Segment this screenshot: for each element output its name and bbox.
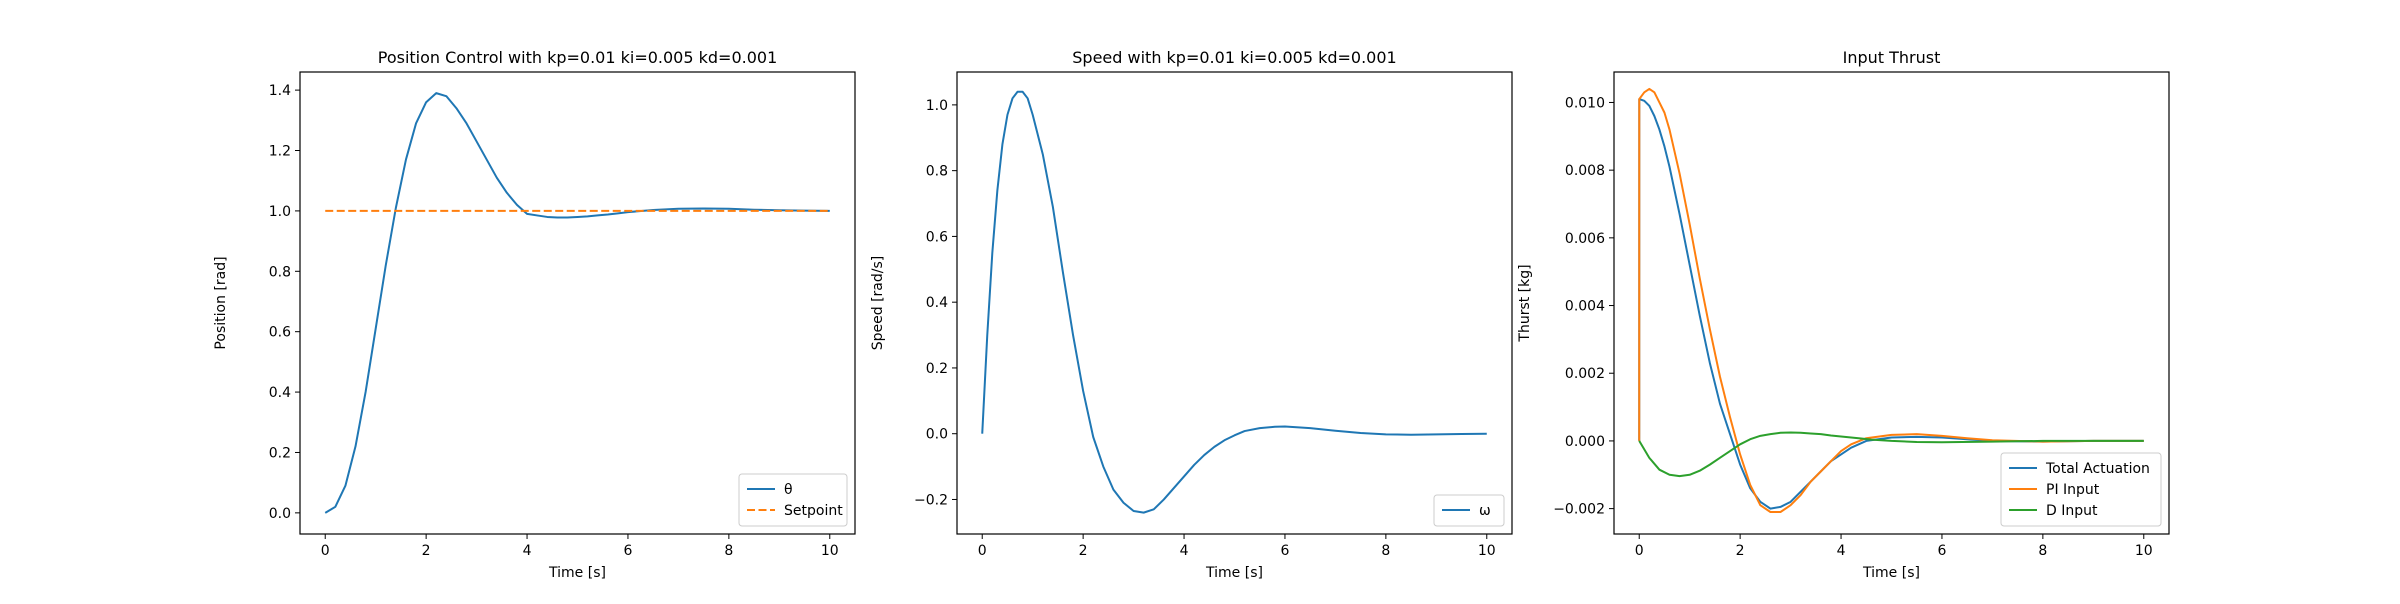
- x-tick-label: 2: [422, 543, 431, 559]
- chart-1: Position Control with kp=0.01 ki=0.005 k…: [213, 48, 856, 581]
- y-tick-label: 0.8: [926, 164, 948, 180]
- y-axis-label: Speed [rad/s]: [870, 256, 886, 351]
- x-tick-label: 8: [1381, 543, 1390, 559]
- x-tick-label: 10: [1478, 543, 1496, 559]
- y-tick-label: 0.6: [269, 325, 291, 341]
- x-axis-label: Time [s]: [1205, 565, 1263, 581]
- legend-label-2: Setpoint: [784, 503, 843, 519]
- chart-title: Position Control with kp=0.01 ki=0.005 k…: [378, 48, 778, 67]
- legend-label-1: ω: [1479, 503, 1491, 519]
- x-tick-label: 8: [724, 543, 733, 559]
- y-tick-label: 0.2: [926, 361, 948, 377]
- y-tick-label: 0.0: [269, 506, 291, 522]
- y-tick-label: 0.0: [926, 427, 948, 443]
- chart-title: Input Thrust: [1843, 48, 1941, 67]
- x-tick-label: 8: [2038, 543, 2047, 559]
- x-tick-label: 4: [1837, 543, 1846, 559]
- y-tick-label: 0.8: [269, 264, 291, 280]
- y-tick-label: 0.4: [926, 295, 948, 311]
- chart-3: Input Thrust 0 2 4 6 8 10 −0.002 0.000 0.002 0.004…: [1517, 48, 2170, 581]
- series-line-1: [981, 90, 1487, 514]
- x-tick-label: 6: [1937, 543, 1946, 559]
- x-tick-label: 4: [1180, 543, 1189, 559]
- y-tick-label: −0.2: [914, 492, 948, 508]
- y-tick-label: 0.6: [926, 229, 948, 245]
- y-tick-label: 0.006: [1565, 231, 1605, 247]
- y-tick-label: 1.2: [269, 144, 291, 160]
- legend: θ Setpoint: [738, 473, 848, 527]
- y-tick-label: 0.2: [269, 445, 291, 461]
- series-line-2: [1638, 87, 2144, 513]
- series-line-1: [324, 92, 830, 514]
- x-tick-label: 0: [1635, 543, 1644, 559]
- x-axis-label: Time [s]: [548, 565, 606, 581]
- x-tick-label: 6: [1280, 543, 1289, 559]
- series-line-1: [1638, 98, 2144, 510]
- y-tick-label: −0.002: [1553, 502, 1605, 518]
- series-group: [1638, 87, 2144, 513]
- y-tick-label: 0.010: [1565, 95, 1605, 111]
- legend-box: [738, 473, 848, 527]
- y-tick-label: 0.4: [269, 385, 291, 401]
- x-tick-label: 2: [1736, 543, 1745, 559]
- y-tick-label: 0.002: [1565, 366, 1605, 382]
- legend-box: [2000, 452, 2162, 527]
- y-tick-label: 1.0: [269, 204, 291, 220]
- chart-title: Speed with kp=0.01 ki=0.005 kd=0.001: [1072, 48, 1396, 67]
- y-tick-label: 0.004: [1565, 299, 1605, 315]
- x-tick-label: 10: [2135, 543, 2153, 559]
- y-tick-label: 1.0: [926, 98, 948, 114]
- legend: ω: [1433, 494, 1505, 527]
- x-tick-label: 4: [523, 543, 532, 559]
- x-tick-label: 10: [821, 543, 839, 559]
- legend-label-1: θ: [784, 482, 793, 498]
- y-tick-label: 0.008: [1565, 163, 1605, 179]
- x-tick-label: 0: [321, 543, 330, 559]
- legend-label-2: PI Input: [2046, 482, 2100, 498]
- legend-label-1: Total Actuation: [2045, 461, 2150, 477]
- series-line-3: [1638, 431, 2144, 478]
- axes-frame: [956, 71, 1513, 535]
- x-axis-label: Time [s]: [1862, 565, 1920, 581]
- y-tick-label: 1.4: [269, 83, 291, 99]
- y-axis-label: Position [rad]: [213, 256, 229, 349]
- x-tick-label: 6: [623, 543, 632, 559]
- legend-label-3: D Input: [2046, 503, 2098, 519]
- y-tick-label: 0.000: [1565, 434, 1605, 450]
- axes-frame: [299, 71, 856, 535]
- series-group: [981, 90, 1487, 514]
- y-axis-label: Thurst [kg]: [1517, 264, 1533, 342]
- series-group: [324, 92, 830, 514]
- chart-2: Speed with kp=0.01 ki=0.005 kd=0.001 0 2 4 6…: [870, 48, 1513, 581]
- axes-frame: [1613, 71, 2170, 535]
- legend: Total Actuation PI Input D Input: [2000, 452, 2162, 527]
- x-tick-label: 2: [1079, 543, 1088, 559]
- x-tick-label: 0: [978, 543, 987, 559]
